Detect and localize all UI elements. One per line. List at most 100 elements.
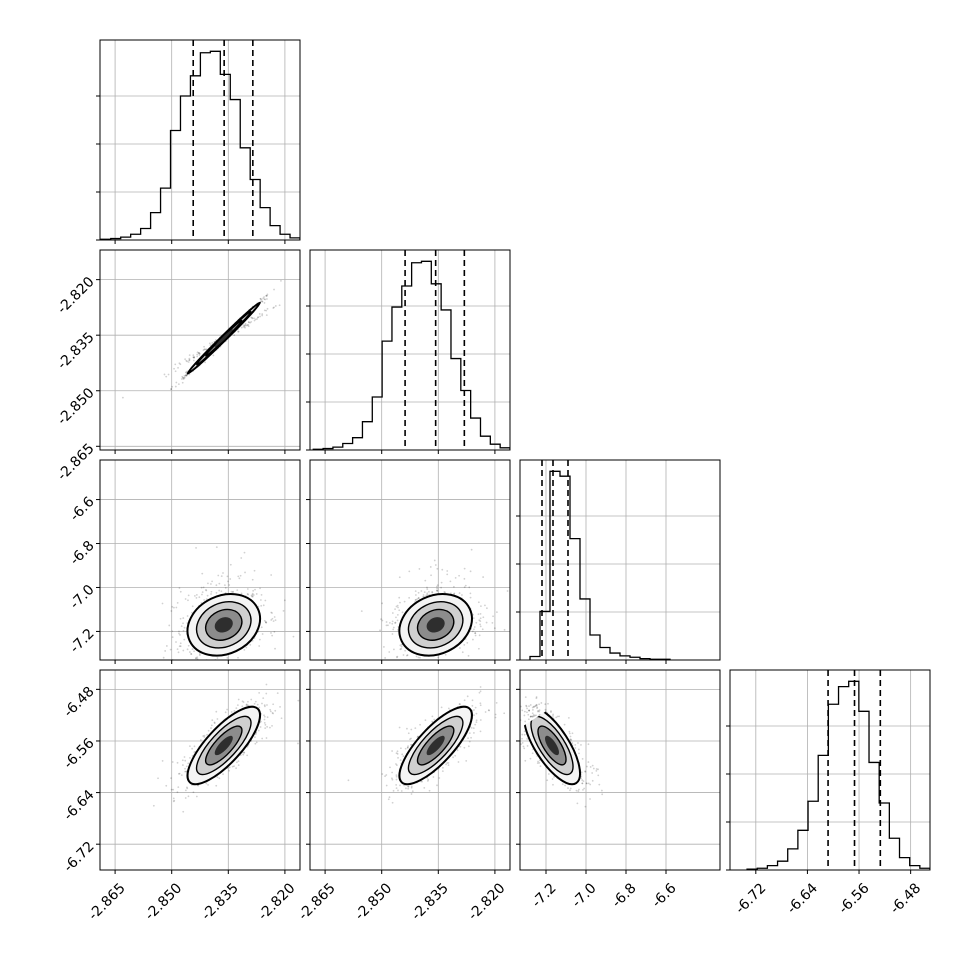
scatter-point xyxy=(216,776,219,779)
scatter-point xyxy=(396,753,399,755)
scatter-point xyxy=(436,584,439,587)
scatter-point xyxy=(229,563,232,566)
scatter-point xyxy=(193,650,195,653)
scatter-point xyxy=(218,777,221,780)
scatter-point xyxy=(253,702,256,705)
scatter-point xyxy=(273,616,276,618)
scatter-point xyxy=(253,317,255,320)
scatter-point xyxy=(436,587,438,590)
scatter-point xyxy=(467,745,470,748)
scatter-point xyxy=(196,656,199,659)
scatter-point xyxy=(237,330,240,333)
scatter-point xyxy=(389,766,391,769)
scatter-point xyxy=(436,590,439,592)
scatter-point xyxy=(392,626,395,629)
scatter-point xyxy=(395,787,398,790)
scatter-point xyxy=(446,573,449,576)
scatter-point xyxy=(465,759,468,762)
scatter-point xyxy=(197,352,200,355)
scatter-point xyxy=(218,582,221,585)
histogram-step xyxy=(100,50,300,240)
scatter-point xyxy=(547,773,550,775)
scatter-point xyxy=(415,598,417,601)
scatter-point xyxy=(264,727,267,730)
scatter-point xyxy=(280,717,283,720)
scatter-point xyxy=(406,746,409,749)
scatter-point xyxy=(485,621,488,624)
scatter-point xyxy=(524,720,527,723)
scatter-point xyxy=(251,578,254,581)
panel-frame xyxy=(99,669,301,871)
scatter-point xyxy=(475,719,478,722)
contour-level-3 xyxy=(426,735,445,756)
scatter-point xyxy=(263,704,266,707)
scatter-point xyxy=(391,750,393,752)
scatter-point xyxy=(191,605,194,608)
scatter-point xyxy=(410,737,412,740)
scatter-point xyxy=(251,595,253,598)
panel-2-2 xyxy=(516,459,721,664)
scatter-point xyxy=(478,619,481,622)
scatter-point xyxy=(395,616,397,619)
scatter-point xyxy=(161,760,164,762)
scatter-point xyxy=(183,376,186,379)
scatter-point xyxy=(198,354,201,356)
scatter-point xyxy=(535,704,538,707)
scatter-point xyxy=(436,585,438,588)
scatter-point xyxy=(591,779,594,782)
scatter-point xyxy=(274,619,277,622)
scatter-point xyxy=(250,316,253,319)
scatter-point xyxy=(459,745,462,748)
scatter-point xyxy=(391,771,394,774)
scatter-point xyxy=(401,753,404,756)
scatter-point xyxy=(391,801,394,804)
scatter-point xyxy=(259,587,261,590)
scatter-point xyxy=(521,737,523,740)
scatter-point xyxy=(479,625,482,628)
scatter-point xyxy=(176,791,179,794)
scatter-point xyxy=(418,568,421,570)
scatter-point xyxy=(473,626,476,628)
scatter-point xyxy=(191,747,194,750)
scatter-point xyxy=(242,751,245,754)
scatter-point xyxy=(247,700,249,703)
scatter-point xyxy=(399,759,402,762)
scatter-point xyxy=(205,589,208,592)
scatter-point xyxy=(233,765,235,768)
scatter-point xyxy=(183,374,186,377)
scatter-point xyxy=(244,322,247,325)
scatter-point xyxy=(561,783,564,786)
scatter-point xyxy=(179,363,182,366)
scatter-point xyxy=(198,352,201,354)
scatter-point xyxy=(379,629,381,632)
scatter-point xyxy=(405,787,407,790)
scatter-point xyxy=(169,648,172,651)
scatter-point xyxy=(184,598,187,600)
scatter-point xyxy=(263,309,266,312)
scatter-point xyxy=(251,592,254,595)
scatter-point xyxy=(422,594,425,596)
scatter-point xyxy=(477,601,480,604)
scatter-point xyxy=(266,294,268,297)
scatter-point xyxy=(265,295,268,297)
scatter-point xyxy=(121,396,124,399)
scatter-point xyxy=(174,363,177,366)
scatter-point xyxy=(597,768,599,771)
scatter-point xyxy=(242,753,245,756)
scatter-point xyxy=(425,594,428,597)
scatter-point xyxy=(440,581,443,584)
scatter-point xyxy=(242,701,245,703)
scatter-point xyxy=(447,762,450,764)
scatter-point xyxy=(223,584,226,587)
scatter-point xyxy=(204,361,207,364)
scatter-point xyxy=(237,760,240,763)
scatter-point xyxy=(204,348,207,351)
scatter-point xyxy=(252,589,255,592)
scatter-point xyxy=(254,736,256,739)
scatter-point xyxy=(195,547,197,549)
scatter-point xyxy=(237,575,240,578)
scatter-point xyxy=(283,599,286,602)
scatter-point xyxy=(417,591,420,594)
scatter-point xyxy=(203,345,205,348)
